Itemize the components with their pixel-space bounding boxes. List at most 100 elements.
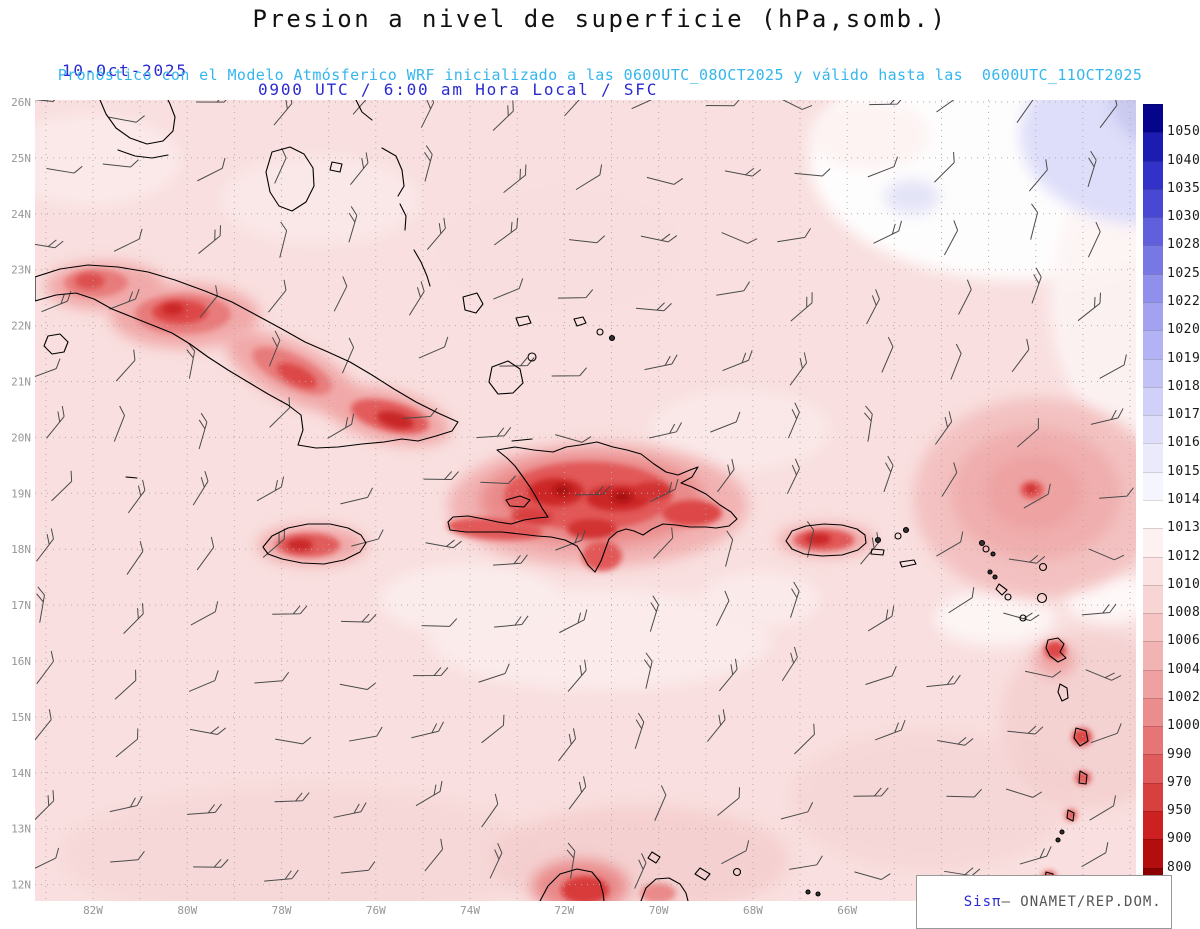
wind-barb	[108, 115, 145, 123]
wind-barb	[873, 220, 902, 244]
colorbar-swatch	[1143, 273, 1163, 302]
coast-puerto-rico	[785, 523, 867, 557]
attribution-box: Sisπ– ONAMET/REP.DOM.	[916, 875, 1172, 929]
lon-label: 66W	[837, 904, 857, 917]
colorbar	[1143, 104, 1163, 896]
wind-barb	[569, 235, 606, 244]
coast-jamaica	[262, 523, 367, 565]
wind-barb	[35, 709, 52, 742]
forecast-init-line: Pronóstico con el Modelo Atmósferico WRF…	[57, 66, 1143, 84]
coast-paraguana	[640, 877, 689, 901]
colorbar-swatch	[1143, 754, 1163, 783]
coast-bonaire	[732, 867, 742, 877]
wind-barb	[555, 530, 586, 551]
wind-barb	[264, 869, 299, 882]
wind-barb	[426, 217, 446, 250]
lat-label: 18N	[11, 543, 31, 556]
coast-aruba	[647, 851, 661, 864]
wind-barb	[1077, 292, 1101, 322]
coast-turks	[596, 328, 604, 336]
lat-label: 12N	[11, 879, 31, 892]
lon-label: 80W	[177, 904, 197, 917]
colorbar-swatch	[1143, 669, 1163, 698]
wind-barb	[937, 736, 974, 746]
wind-barb	[493, 278, 524, 300]
wind-barb	[874, 719, 906, 741]
wind-barb	[46, 405, 65, 439]
coast-turks-2	[608, 334, 616, 342]
wind-barb	[1099, 354, 1127, 379]
coast-barbuda	[1038, 562, 1048, 572]
wind-barb	[274, 792, 310, 803]
coast-st-kitts	[995, 583, 1008, 596]
wind-barb	[864, 405, 873, 442]
coast-montserrat	[1019, 614, 1027, 622]
wind-barb	[327, 413, 355, 439]
coast-caicos	[573, 316, 587, 327]
wind-barb	[1087, 221, 1101, 258]
wind-barb	[944, 867, 981, 877]
colorbar-label: 1018	[1167, 378, 1200, 394]
colorbar-swatch	[1143, 104, 1163, 133]
colorbar-label: 1014	[1167, 492, 1200, 507]
wind-barb	[256, 476, 285, 502]
pressure-shading-layer	[35, 100, 1136, 901]
wind-barb	[198, 412, 208, 450]
wind-barb	[115, 728, 139, 758]
lat-label: 22N	[11, 320, 31, 333]
wind-barb	[412, 667, 449, 677]
wind-barb	[493, 217, 519, 246]
coast-tortuga	[511, 438, 533, 442]
colorbar-swatch	[1143, 188, 1163, 218]
wind-barb	[340, 613, 377, 623]
colorbar-label: 1006	[1167, 633, 1200, 649]
wind-barb	[411, 721, 444, 739]
wind-barb	[881, 336, 894, 373]
wind-barb	[1088, 548, 1125, 561]
wind-barb	[654, 785, 667, 821]
lat-label: 14N	[11, 767, 31, 780]
colorbar-swatch	[1143, 217, 1163, 246]
lat-label: 25N	[11, 152, 31, 165]
coast-crooked-island	[462, 292, 484, 314]
wind-barb	[1008, 554, 1046, 564]
colorbar-label: 1002	[1167, 690, 1200, 705]
wind-barb	[480, 475, 517, 485]
colorbar-swatch	[1143, 782, 1163, 812]
wind-barb	[503, 164, 527, 194]
wind-barb	[1023, 483, 1051, 509]
wind-barb	[1081, 842, 1109, 868]
wind-barb	[268, 279, 287, 313]
coast-los-roques-2	[815, 891, 821, 897]
colorbar-label: 800	[1167, 859, 1192, 875]
coast-st-lucia	[1078, 770, 1088, 785]
wind-barb	[35, 358, 61, 379]
wind-barb	[631, 100, 661, 110]
wind-barb	[102, 159, 139, 168]
wind-barb	[706, 709, 726, 742]
colorbar-label: 950	[1167, 803, 1192, 819]
wind-barb	[349, 726, 383, 742]
wind-barb	[481, 714, 505, 744]
colorbar-label: 900	[1167, 831, 1192, 847]
wind-barb	[1099, 487, 1134, 499]
wind-barb	[35, 100, 62, 102]
wind-barb	[941, 462, 958, 497]
wind-barb	[790, 581, 800, 618]
wind-barb	[279, 221, 288, 258]
wind-barb	[567, 659, 587, 692]
wind-barb	[643, 652, 653, 689]
colorbar-swatch	[1143, 386, 1163, 416]
colorbar-swatch	[1143, 443, 1163, 472]
colorbar-swatch	[1143, 301, 1163, 331]
wind-barb	[634, 712, 645, 749]
colorbar-label: 1008	[1167, 605, 1200, 621]
date-time-line: 10-Oct-2025 0900 UTC / 6:00 am Hora Loca…	[0, 42, 1200, 99]
wind-barb	[113, 405, 125, 442]
lat-label: 23N	[11, 264, 31, 277]
wind-barb	[794, 168, 831, 177]
wind-barb	[421, 618, 458, 627]
colorbar-label: 1013	[1167, 520, 1200, 536]
wind-barb	[272, 605, 308, 615]
wind-barb	[275, 736, 312, 745]
